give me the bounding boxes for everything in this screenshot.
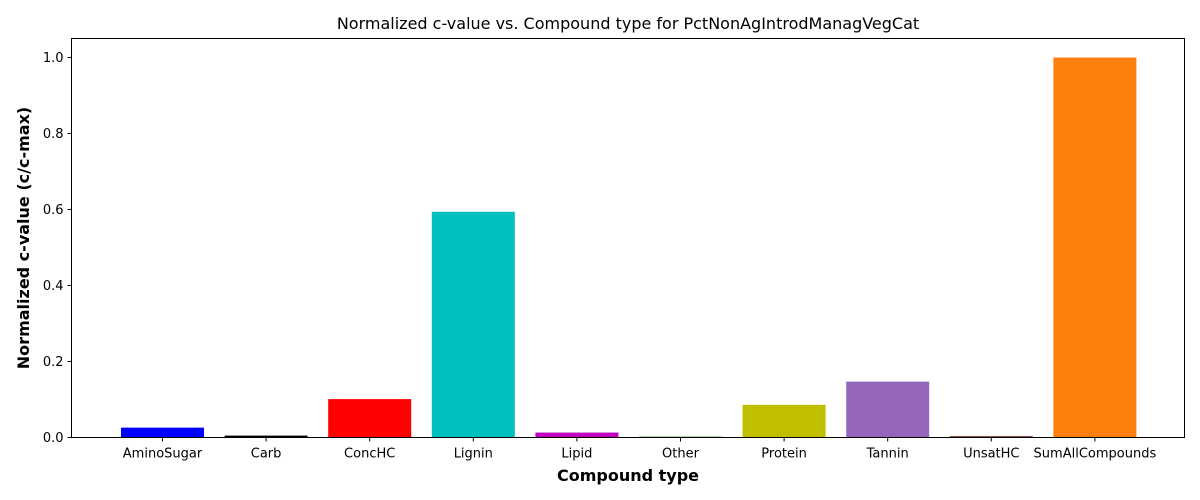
x-tick-label: Protein [761, 447, 807, 462]
x-axis-label: Compound type [557, 466, 699, 485]
y-axis: 0.0 0.2 0.4 0.6 0.8 1.0 [43, 51, 72, 446]
x-tick-label: ConcHC [344, 447, 395, 462]
x-tick-label: Other [662, 447, 700, 462]
bar-aminosugar [121, 427, 204, 438]
bar-tannin [846, 381, 930, 438]
bar-lignin [431, 211, 515, 438]
x-axis: AminoSugar Carb ConcHC Lignin Lipid Other Prot… [123, 437, 1157, 462]
y-tick-label: 0.2 [43, 355, 64, 370]
y-tick-label: 1.0 [43, 51, 64, 66]
bar-unsathc [949, 435, 1033, 438]
x-tick-label: Tannin [866, 447, 909, 462]
y-tick-label: 0.6 [43, 203, 64, 218]
y-axis-label: Normalized c-value (c/c-max) [14, 107, 33, 369]
bars-layer [121, 57, 1137, 438]
x-tick-label: Lignin [454, 447, 493, 462]
bar-protein [742, 404, 826, 438]
x-tick-label: SumAllCompounds [1034, 447, 1157, 462]
x-tick-label: Lipid [561, 447, 592, 462]
y-tick-label: 0.0 [43, 431, 64, 446]
y-tick-label: 0.8 [43, 127, 64, 142]
bar-carb [224, 435, 308, 438]
y-tick-label: 0.4 [43, 279, 64, 294]
chart-title: Normalized c-value vs. Compound type for… [337, 14, 919, 33]
x-tick-label: UnsatHC [963, 447, 1019, 462]
bar-lipid [535, 432, 619, 438]
x-tick-label: AminoSugar [123, 447, 203, 462]
x-tick-label: Carb [251, 447, 282, 462]
plot-frame [71, 38, 1185, 438]
bar-conchc [328, 399, 412, 438]
bar-sumallcompounds [1053, 57, 1137, 438]
